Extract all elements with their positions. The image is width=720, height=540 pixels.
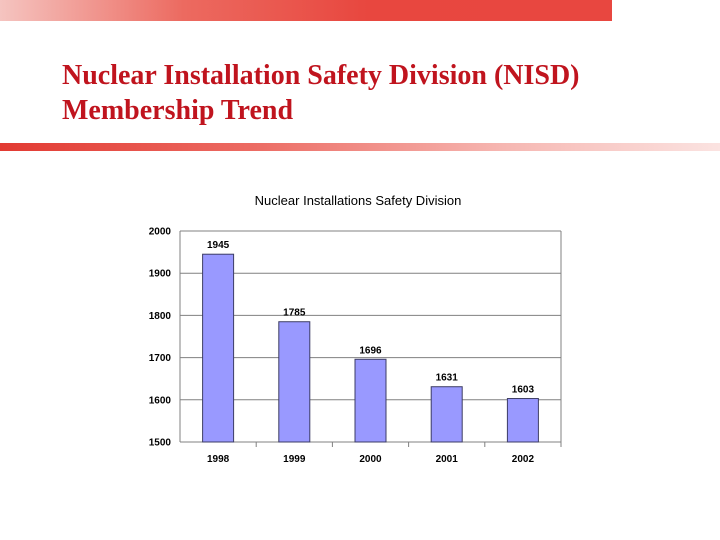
y-tick-label: 1900 [149,269,172,280]
y-tick-label: 1800 [149,311,172,322]
data-label: 1631 [436,373,459,384]
y-tick-label: 1600 [149,395,172,406]
x-tick-label: 2001 [436,454,459,465]
y-tick-label: 2000 [149,227,172,238]
bar [506,398,539,443]
title-underline-rule [0,143,720,151]
x-tick-label: 2002 [512,454,535,465]
data-label: 1945 [207,240,230,251]
slide-title-line-1: Nuclear Installation Safety Division (NI… [62,60,580,91]
x-tick-label: 1998 [207,454,230,465]
data-label: 1603 [512,385,535,396]
top-accent-bar [0,0,612,21]
y-tick-label: 1700 [149,353,172,364]
data-label: 1696 [359,345,382,356]
bar [202,253,235,443]
bar [278,321,311,443]
data-label: 1785 [283,308,306,319]
bar [354,358,387,443]
x-tick-label: 2000 [359,454,382,465]
bar [430,386,463,443]
slide-title: Nuclear Installation Safety Division (NI… [62,58,702,128]
slide-title-line-2: Membership Trend [62,95,294,126]
x-tick-label: 1999 [283,454,306,465]
chart-title: Nuclear Installations Safety Division [255,193,462,208]
y-tick-label: 1500 [149,438,172,449]
plot-area: 2000 1900 1800 1700 1600 1500 1945 1998 1785 1999… [149,227,562,465]
